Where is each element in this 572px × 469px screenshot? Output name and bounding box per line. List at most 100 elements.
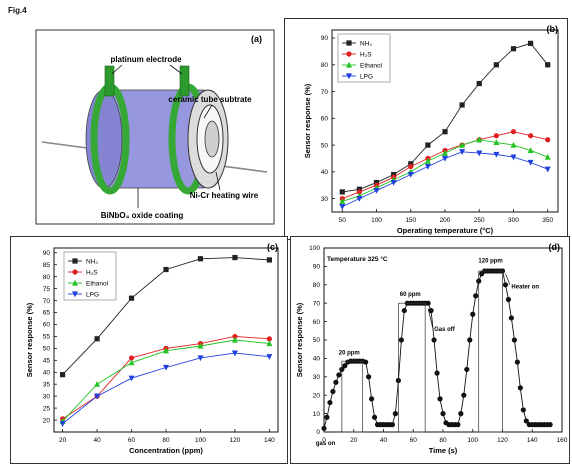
x-tick-label: 350 (542, 217, 553, 224)
data-point (493, 62, 499, 68)
legend-label: Ethanol (86, 281, 109, 288)
legend-label: H₂S (86, 270, 98, 277)
y-tick-label: 60 (321, 116, 329, 123)
panel-frame (290, 236, 570, 464)
x-tick-label: 150 (405, 217, 416, 224)
data-point (266, 354, 273, 360)
y-axis-label: Sensor response (%) (303, 83, 312, 158)
gas-off-arrow (427, 308, 433, 328)
chart-c-svg: (c) 20 40 60 80 100 120 140 20 25 30 35 40 45 50 55 60 65… (10, 236, 288, 464)
data-point (547, 422, 553, 428)
legend-label: NH₃ (86, 259, 98, 266)
x-tick-label: 120 (229, 437, 240, 444)
x-tick-label: 20 (350, 437, 358, 444)
y-tick-label: 50 (321, 142, 329, 149)
y-tick-label: 80 (43, 274, 51, 281)
legend-marker (72, 269, 78, 275)
y-tick-label: 80 (321, 62, 329, 69)
data-point (461, 392, 467, 398)
data-point (266, 340, 273, 347)
y-tick-label: 30 (43, 393, 51, 400)
legend-label: H₂S (360, 52, 372, 59)
data-point (442, 129, 448, 135)
data-point (371, 414, 378, 420)
data-point (342, 363, 348, 369)
data-point (373, 187, 380, 194)
x-tick-label: 40 (93, 437, 101, 444)
data-point (442, 149, 448, 156)
y-tick-label: 25 (43, 405, 51, 412)
data-point (356, 189, 362, 195)
x-tick-label: 120 (497, 437, 508, 444)
data-point (467, 337, 473, 343)
legend-label: LPG (360, 74, 373, 81)
data-point (493, 133, 499, 139)
y-tick-label: 70 (43, 298, 51, 305)
data-point (163, 347, 169, 354)
left-electrode-lead (104, 65, 115, 97)
data-point (128, 355, 135, 361)
y-tick-label: 85 (43, 262, 51, 269)
gas-exposure-box (341, 360, 364, 433)
y-tick-label: 60 (43, 322, 51, 329)
annotation: Heater on (511, 284, 539, 290)
y-tick-label: 55 (43, 334, 51, 341)
data-point (94, 393, 101, 400)
x-tick-label: 80 (439, 437, 447, 444)
panel-a-schematic: (a) platinum electrode ceramic tube subt… (12, 22, 280, 232)
y-tick-label: 90 (43, 250, 51, 257)
x-axis-label: Operating temperature (°C) (397, 226, 494, 235)
annotation: 20 ppm (339, 351, 360, 357)
y-tick-label: 40 (313, 356, 321, 363)
data-point (425, 300, 431, 306)
legend-label: LPG (86, 292, 99, 299)
data-point (528, 40, 534, 46)
data-point (517, 385, 523, 391)
data-point (473, 293, 479, 299)
data-point (366, 374, 372, 380)
data-point (266, 257, 272, 263)
data-point (424, 163, 431, 170)
data-point (527, 147, 534, 154)
data-point (407, 171, 414, 178)
panel-tag: (b) (547, 24, 559, 34)
data-point (459, 141, 466, 148)
data-point (505, 296, 512, 303)
data-point (470, 311, 476, 317)
y-tick-label: 50 (313, 337, 321, 344)
annotation: gas on (316, 441, 336, 447)
data-point (544, 166, 551, 173)
y-tick-label: 90 (321, 35, 329, 42)
data-point (408, 163, 414, 170)
data-point (458, 411, 464, 417)
data-point (363, 359, 369, 365)
y-tick-label: 90 (313, 264, 321, 271)
data-point (59, 421, 66, 427)
data-point (94, 336, 100, 342)
data-point (197, 342, 204, 349)
data-point (356, 186, 362, 192)
legend-marker (346, 61, 352, 68)
x-tick-label: 80 (162, 437, 170, 444)
data-point (464, 366, 470, 373)
data-point (128, 359, 135, 366)
legend-label: Ethanol (360, 63, 383, 70)
data-point (330, 388, 336, 395)
chart-b-svg: (b) 50 100 150 200 250 300 350 30 40 50 60 70 80 90 Ope… (284, 18, 568, 240)
y-axis-label: Sensor response (%) (25, 302, 34, 377)
panel-d-chart: (d) 0 20 40 60 80 100 120 140 160 0 10 20 30 40 50 60 70 8… (290, 236, 570, 464)
y-tick-label: 20 (43, 417, 51, 424)
data-point (428, 307, 434, 314)
data-point (339, 204, 346, 210)
data-point (333, 379, 339, 385)
label-ceramic-tube: ceramic tube subtrate (168, 95, 252, 104)
y-tick-label: 70 (321, 89, 329, 96)
x-tick-label: 60 (410, 437, 418, 444)
data-point (520, 407, 526, 413)
data-point (511, 337, 517, 343)
x-tick-label: 200 (440, 217, 451, 224)
panel-c-chart: (c) 20 40 60 80 100 120 140 20 25 30 35 40 45 50 55 60 65… (10, 236, 288, 464)
x-tick-label: 0 (322, 437, 326, 444)
data-point (476, 150, 483, 157)
data-point (459, 102, 465, 108)
